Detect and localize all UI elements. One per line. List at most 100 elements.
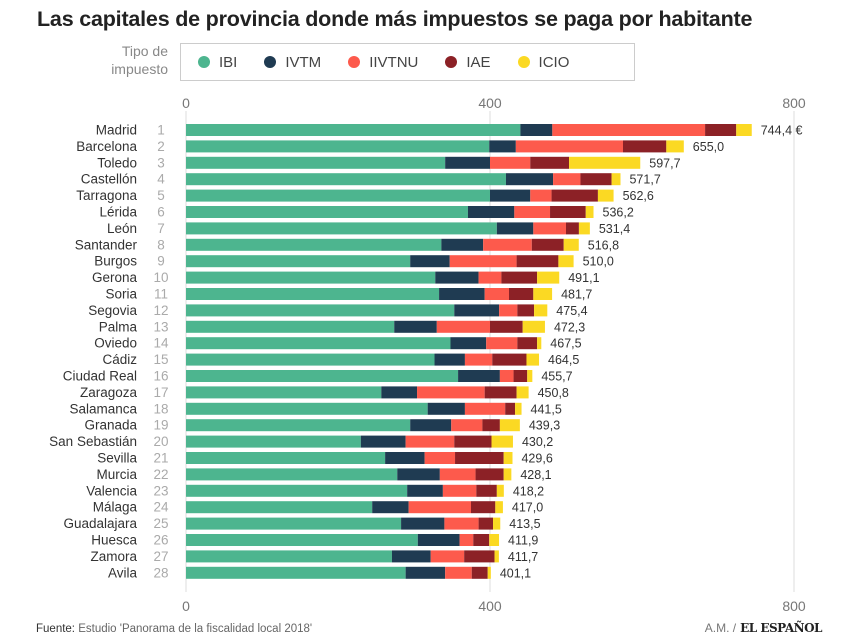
rank-label: 7 <box>157 221 165 236</box>
total-value-label: 429,6 <box>521 452 552 466</box>
rank-label: 23 <box>153 483 168 498</box>
total-value-label: 411,9 <box>508 534 538 548</box>
legend: IBI IVTM IIVTNU IAE ICIO <box>180 43 635 81</box>
bar-segment-iivtnu <box>533 222 566 235</box>
bar-segment-icio <box>494 550 499 563</box>
bar-segment-icio <box>585 206 594 218</box>
bar-segment-ibi <box>186 189 490 202</box>
rank-label: 3 <box>157 155 165 170</box>
total-value-label: 467,5 <box>550 337 581 351</box>
bar-segment-ivtm <box>372 501 409 514</box>
total-value-label: 597,7 <box>649 156 680 170</box>
total-value-label: 411,7 <box>508 550 538 564</box>
legend-item-ibi: IBI <box>198 54 237 71</box>
rank-label: 27 <box>153 549 168 564</box>
legend-label: IBI <box>219 53 238 71</box>
rank-label: 26 <box>153 533 168 548</box>
bar-segment-iae <box>566 222 579 235</box>
city-label: Lérida <box>99 205 137 220</box>
bar-segment-ibi <box>186 337 451 350</box>
bar-segment-ivtm <box>391 550 431 563</box>
rank-label: 6 <box>157 205 165 220</box>
bar-segment-iae <box>471 501 496 514</box>
legend-dot-ibi <box>198 56 210 68</box>
bar-segment-ibi <box>186 124 521 136</box>
credit: A.M. / EL ESPAÑOL <box>705 621 823 635</box>
total-value-label: 510,0 <box>583 255 614 269</box>
bar-segment-iae <box>484 386 517 399</box>
city-label: Santander <box>75 237 138 252</box>
bar-segment-iivtnu <box>430 550 465 563</box>
legend-label: ICIO <box>538 53 570 71</box>
x-tick-label-bottom: 0 <box>182 598 190 614</box>
total-value-label: 464,5 <box>548 353 579 367</box>
bar-segment-iivtnu <box>424 452 456 464</box>
rank-label: 25 <box>153 516 168 531</box>
bar-segment-iivtnu <box>553 173 581 186</box>
rank-label: 19 <box>153 418 168 433</box>
chart-title: Las capitales de provincia donde más imp… <box>37 7 753 31</box>
rank-label: 20 <box>153 434 168 449</box>
bar-segment-ivtm <box>458 370 500 382</box>
bar-segment-iae <box>705 124 737 136</box>
city-label: Segovia <box>88 303 137 318</box>
bar-segment-iae <box>580 173 612 186</box>
bar-segment-iae <box>490 320 523 333</box>
rank-label: 1 <box>157 123 165 138</box>
bar-segment-ivtm <box>385 452 425 464</box>
bar-segment-ibi <box>186 501 373 514</box>
bar-segment-icio <box>527 370 533 382</box>
bar-segment-ibi <box>186 156 446 169</box>
bar-segment-ibi <box>186 173 506 186</box>
bar-segment-icio <box>537 337 542 350</box>
bar-segment-iivtnu <box>552 124 706 136</box>
bar-segment-ibi <box>186 517 402 530</box>
bar-segment-iae <box>473 534 490 546</box>
rank-label: 28 <box>153 565 168 580</box>
legend-dot-iivtnu <box>348 56 361 68</box>
legend-dot-ivtm <box>264 56 277 68</box>
legend-item-iivtnu: IIVTNU <box>348 54 418 71</box>
bar-segment-iivtnu <box>408 501 471 514</box>
bar-segment-icio <box>558 255 574 268</box>
city-label: Castellón <box>81 172 137 187</box>
legend-item-icio: ICIO <box>517 53 570 71</box>
bar-segment-ivtm <box>454 304 500 317</box>
bar-segment-ivtm <box>410 419 452 432</box>
bar-segment-icio <box>516 386 529 399</box>
x-tick-label-top: 0 <box>182 95 190 111</box>
x-tick-label-bottom: 800 <box>782 598 806 614</box>
bar-segment-iivtnu <box>486 337 518 350</box>
bar-segment-icio <box>534 304 548 317</box>
legend-dot-icio <box>517 56 530 68</box>
city-label: Burgos <box>94 254 137 269</box>
bar-segment-ibi <box>186 419 411 432</box>
bar-segment-ivtm <box>489 140 516 153</box>
total-value-label: 472,3 <box>554 320 585 334</box>
bar-segment-ibi <box>186 238 442 251</box>
city-label: Tarragona <box>76 188 137 203</box>
bar-segment-iivtnu <box>436 320 490 333</box>
rank-label: 4 <box>157 172 165 187</box>
total-value-label: 481,7 <box>561 288 592 302</box>
total-value-label: 562,6 <box>623 189 654 203</box>
city-label: Huesca <box>91 533 137 548</box>
bar-segment-iae <box>551 189 598 202</box>
bar-segment-iae <box>464 550 495 563</box>
bar-segment-ibi <box>186 271 436 284</box>
total-value-label: 418,2 <box>513 484 544 498</box>
bar-segment-iivtnu <box>464 353 493 366</box>
legend-item-iae: IAE <box>445 54 491 71</box>
bar-segment-ivtm <box>401 517 445 530</box>
rank-label: 12 <box>153 303 168 318</box>
bar-segment-iae <box>505 402 516 415</box>
rank-label: 10 <box>153 270 168 285</box>
bar-segment-iivtnu <box>405 435 455 448</box>
bar-segment-ibi <box>186 534 418 546</box>
bar-segment-icio <box>499 419 520 432</box>
bar-segment-ibi <box>186 484 408 497</box>
city-label: Ciudad Real <box>63 369 137 384</box>
bar-segment-iivtnu <box>451 419 483 432</box>
bar-segment-icio <box>491 435 513 448</box>
rank-label: 17 <box>153 385 168 400</box>
